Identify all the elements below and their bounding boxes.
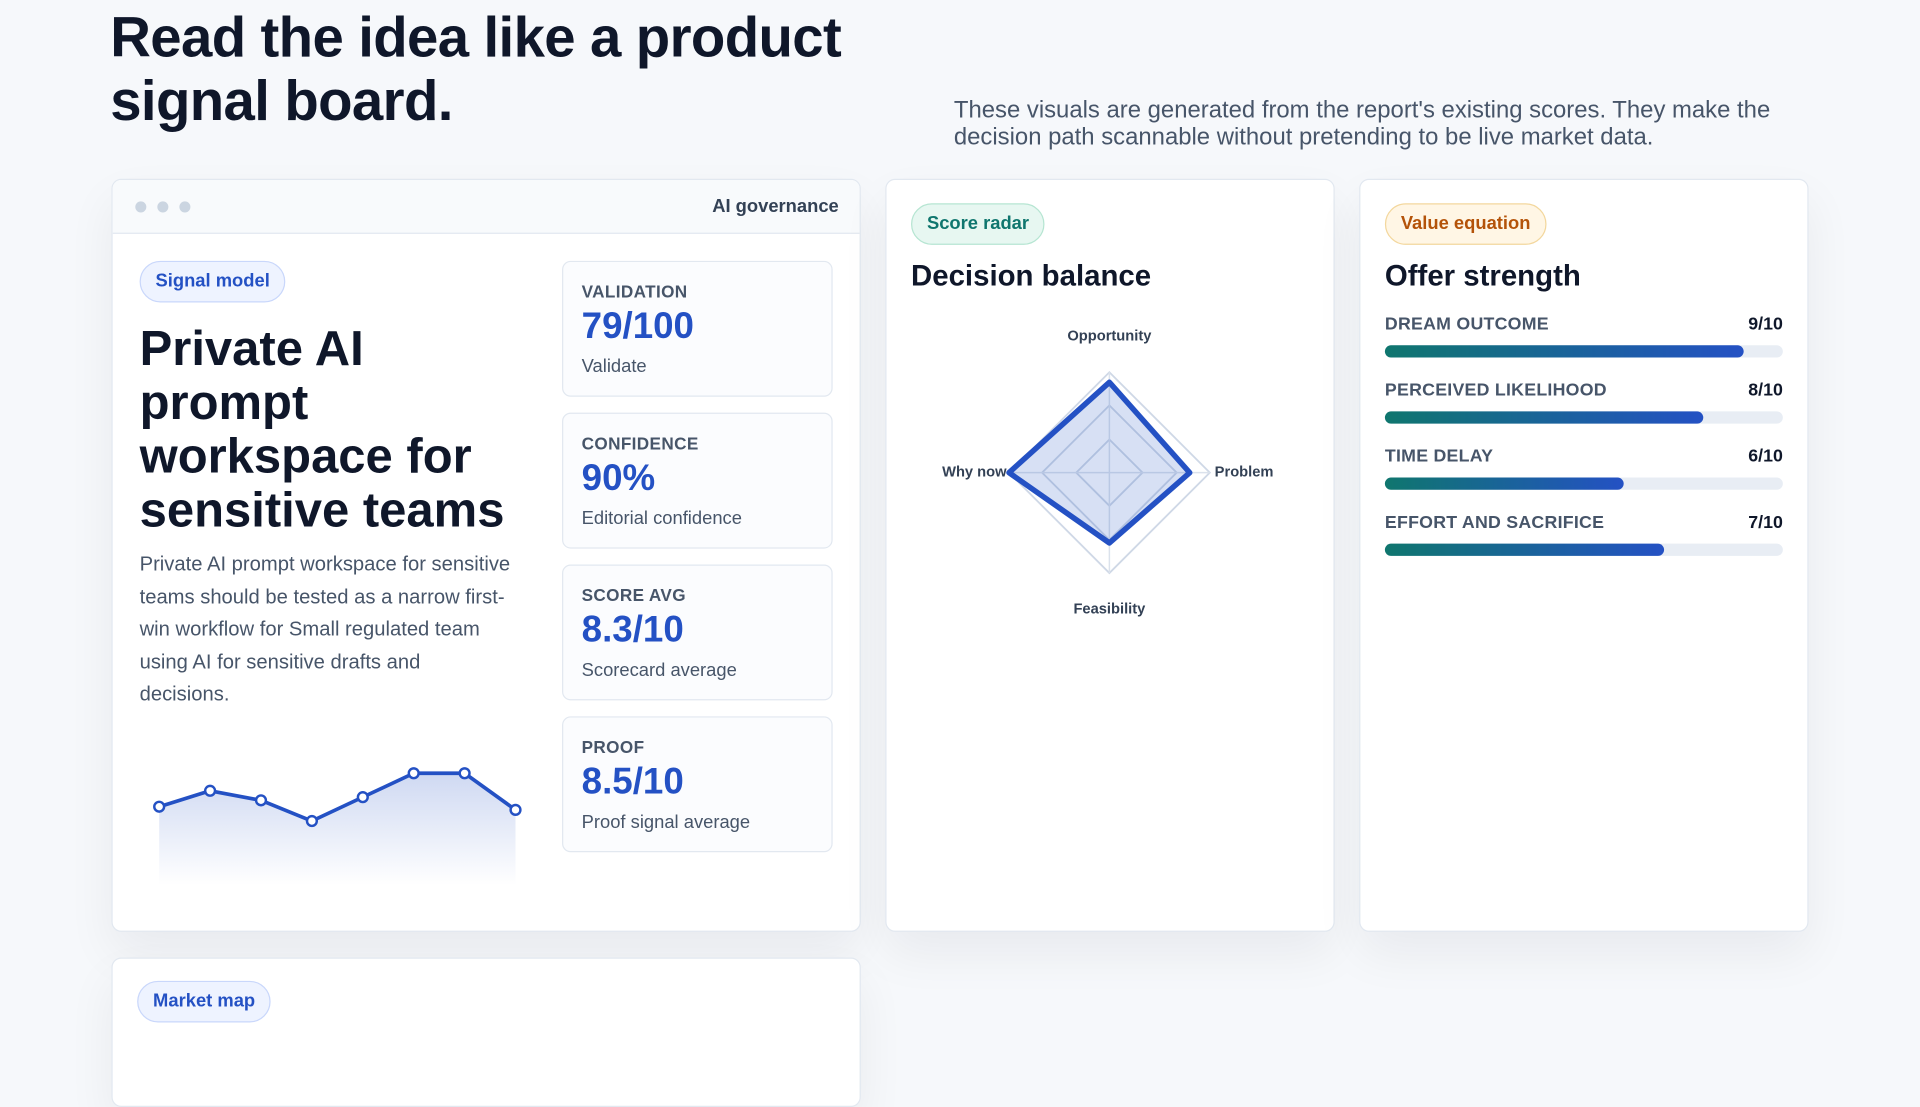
metric-card: CONFIDENCE 90% Editorial confidence [562, 412, 833, 549]
window-label: AI governance [712, 195, 839, 217]
metric-caption: Validate [581, 356, 647, 378]
bar-label: TIME DELAY [1384, 446, 1494, 467]
idea-title: Private AI prompt workspace for sensitiv… [139, 322, 505, 538]
metric-value: 90% [581, 457, 656, 499]
radar-label: Why now [942, 465, 1007, 481]
tag: Value equation [1384, 203, 1547, 245]
metric-caption: Proof signal average [581, 811, 751, 833]
metric-value: 8.3/10 [581, 609, 684, 651]
sparkline-point [458, 767, 471, 780]
radar-label: Problem [1215, 465, 1274, 481]
bar-value-label: 9/10 [1748, 314, 1783, 335]
radar-chart: Opportunity Problem Feasibility Why now [942, 329, 1274, 618]
metric-label: SCORE AVG [581, 585, 686, 605]
bar-label: PERCEIVED LIKELIHOOD [1384, 380, 1607, 401]
bar-value-label: 8/10 [1748, 380, 1783, 401]
metric-value: 8.5/10 [581, 761, 684, 803]
radar-label: Feasibility [1073, 602, 1146, 618]
metric-card: SCORE AVG 8.3/10 Scorecard average [562, 564, 833, 701]
page-title: Read the idea like a product signal boar… [110, 4, 842, 133]
metric-caption: Editorial confidence [581, 508, 742, 529]
tag: Market map [137, 980, 272, 1023]
window-dots [135, 201, 191, 213]
window-bar: AI governance [112, 180, 860, 234]
metric-label: VALIDATION [581, 281, 688, 302]
sparkline [153, 767, 522, 886]
bar-value-label: 7/10 [1748, 513, 1783, 533]
body: Read the idea like a product signal boar… [110, 4, 1809, 1107]
metric-label: CONFIDENCE [581, 433, 699, 454]
metric-card: PROOF 8.5/10 Proof signal average [562, 716, 833, 853]
bar-label: EFFORT AND SACRIFICE [1384, 513, 1605, 533]
bar [1384, 543, 1664, 556]
bar-track [1384, 477, 1783, 490]
sparkline-point [203, 784, 217, 797]
bar [1384, 411, 1704, 424]
metric-label: PROOF [581, 737, 645, 757]
metric-card: VALIDATION 79/100 Validate [562, 260, 833, 397]
bar [1384, 477, 1624, 490]
metric-caption: Scorecard average [581, 660, 737, 681]
card-title: Offer strength [1384, 259, 1581, 293]
sparkline-point [305, 814, 319, 828]
sparkline-point [407, 767, 420, 780]
radar-label: Opportunity [1067, 329, 1152, 345]
idea-body: Private AI prompt workspace for sensitiv… [139, 553, 511, 706]
sparkline-point [153, 800, 166, 813]
sparkline-area [159, 773, 516, 886]
page: Signal board {"header": {"title": "Read … [110, 4, 1809, 1107]
radar-shape [1006, 379, 1193, 546]
bar [1384, 345, 1744, 358]
metric-value: 79/100 [581, 306, 694, 347]
sparkline-point [254, 794, 268, 807]
sparkline-point [509, 803, 522, 817]
page-description: These visuals are generated from the rep… [953, 96, 1771, 151]
card-title: Decision balance [911, 259, 1152, 293]
bar-track [1384, 411, 1783, 424]
sparkline-line [158, 771, 517, 823]
tag: Signal model [139, 260, 286, 303]
sparkline-point [356, 791, 369, 804]
bar-label: DREAM OUTCOME [1384, 314, 1549, 335]
stage: Read the idea like a product signal boar… [110, 4, 1809, 1107]
bar-value-label: 6/10 [1748, 446, 1783, 467]
bar-track [1384, 345, 1783, 358]
bar-track [1384, 543, 1783, 556]
tag: Score radar [911, 203, 1045, 245]
